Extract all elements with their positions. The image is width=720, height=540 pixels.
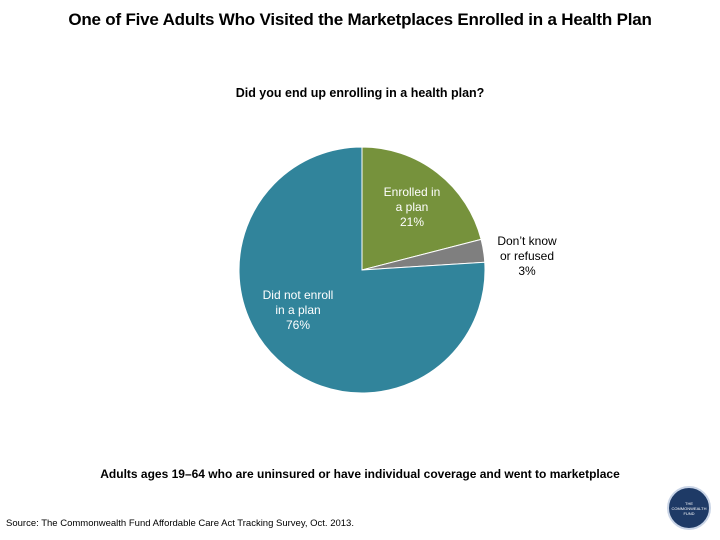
pie-slice-did-not-enroll xyxy=(238,146,486,394)
chart-title: One of Five Adults Who Visited the Marke… xyxy=(68,10,652,29)
logo-text: THE COMMONWEALTH FUND xyxy=(671,500,707,516)
source-note: Source: The Commonwealth Fund Affordable… xyxy=(6,518,354,529)
slice-label-dont-know: Don’t know or refused 3% xyxy=(497,234,557,278)
slice-label-did-not-enroll: Did not enroll in a plan 76% xyxy=(262,288,334,332)
pie-slice-enrolled xyxy=(361,146,482,271)
chart-subtitle: Did you end up enrolling in a health pla… xyxy=(235,86,485,100)
chart-footnote: Adults ages 19–64 who are uninsured or h… xyxy=(100,467,620,481)
commonwealth-fund-logo: THE COMMONWEALTH FUND xyxy=(667,486,711,530)
slice-label-enrolled: Enrolled in a plan 21% xyxy=(383,185,441,229)
